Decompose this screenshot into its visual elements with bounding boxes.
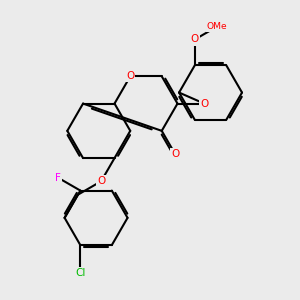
Text: O: O xyxy=(171,149,179,159)
Text: OMe: OMe xyxy=(207,22,227,31)
Text: O: O xyxy=(126,71,134,81)
Text: Cl: Cl xyxy=(75,268,86,278)
Text: O: O xyxy=(97,176,105,186)
Text: O: O xyxy=(191,34,199,44)
Text: F: F xyxy=(55,173,61,183)
Text: O: O xyxy=(200,99,208,109)
